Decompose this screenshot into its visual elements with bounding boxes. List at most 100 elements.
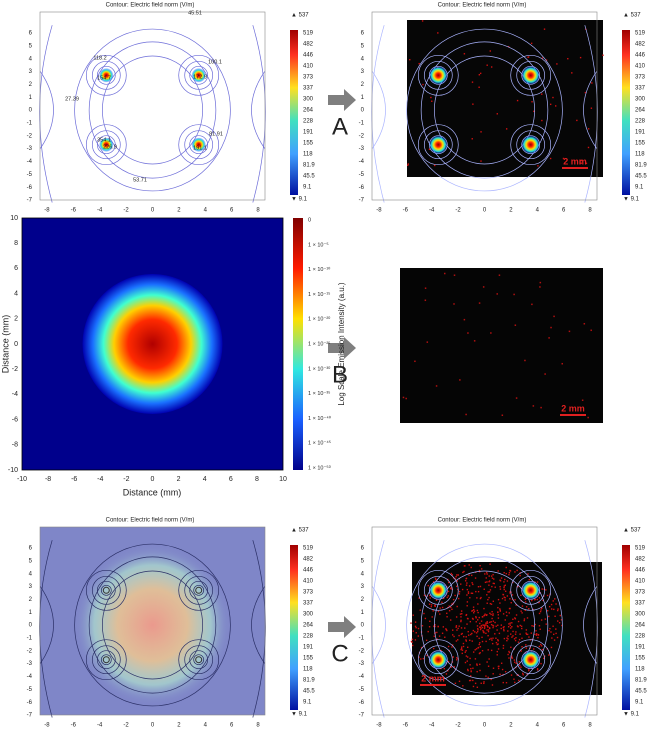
contour — [189, 135, 209, 155]
contour — [193, 584, 205, 596]
speckle — [513, 293, 515, 296]
y-tick-label: -4 — [359, 674, 365, 680]
speckle — [534, 633, 536, 636]
speckle — [488, 580, 491, 582]
speckle — [483, 631, 485, 633]
speckle — [454, 578, 457, 580]
speckle — [580, 162, 582, 164]
x-tick-label: 2 — [177, 723, 181, 729]
speckle — [479, 622, 481, 625]
speckle — [464, 651, 466, 653]
speckle — [491, 639, 493, 641]
contour — [516, 130, 546, 160]
speckle — [513, 659, 516, 661]
field-source — [99, 137, 114, 152]
colorbar-label: 228 — [303, 634, 314, 640]
y-tick-label: -1 — [359, 636, 365, 642]
speckle — [497, 606, 499, 609]
speckle — [489, 50, 492, 52]
y-tick-label: 5 — [29, 43, 33, 49]
speckle — [486, 573, 488, 575]
contour-lines — [39, 540, 266, 718]
speckle — [410, 640, 413, 643]
speckle — [467, 634, 470, 636]
y-tick-label: -5 — [27, 687, 33, 693]
speckle — [535, 630, 537, 632]
speckle — [538, 601, 540, 604]
speckle — [491, 577, 494, 579]
speckle — [561, 362, 564, 365]
speckle — [424, 299, 427, 302]
speckle — [524, 601, 527, 603]
speckle — [472, 618, 474, 620]
speckle — [465, 649, 467, 652]
speckle — [538, 612, 541, 615]
speckle — [507, 635, 509, 637]
speckle — [417, 627, 420, 630]
speckle — [471, 640, 473, 642]
plot-frame — [39, 11, 266, 201]
speckle — [567, 57, 569, 60]
contour — [510, 124, 552, 166]
contour-label: 154.7 — [97, 75, 111, 81]
speckle — [556, 609, 559, 612]
contour — [417, 124, 459, 166]
speckle — [455, 585, 458, 588]
speckle — [521, 612, 523, 614]
speckle — [576, 119, 578, 122]
contour — [85, 54, 127, 96]
speckle — [465, 639, 467, 641]
panel-title: Contour: Electric field norm (V/m) — [106, 518, 195, 524]
x-tick-label: -4 — [97, 208, 103, 214]
speckle — [484, 626, 486, 628]
speckle — [445, 628, 447, 630]
x-tick-label: 0 — [483, 723, 487, 729]
speckle — [520, 666, 522, 668]
speckle — [520, 610, 522, 612]
speckle — [523, 619, 525, 622]
speckle — [474, 577, 477, 579]
speckle — [461, 632, 463, 635]
speckle — [541, 607, 543, 609]
speckle — [478, 637, 480, 640]
colorbar-label: 191 — [303, 645, 314, 651]
speckle — [497, 617, 500, 619]
speckle — [514, 639, 517, 642]
speckle — [466, 588, 469, 591]
speckle — [429, 597, 431, 599]
speckle — [466, 582, 468, 584]
speckle — [508, 623, 510, 625]
speckle — [446, 629, 448, 632]
speckle — [489, 602, 492, 605]
speckle — [467, 591, 470, 593]
speckle — [526, 633, 529, 636]
x-tick-label: 0 — [483, 208, 487, 214]
speckle — [527, 56, 530, 58]
y-tick-label: -6 — [12, 416, 18, 423]
panel-letter: B — [332, 361, 348, 388]
speckle — [509, 607, 511, 610]
speckle — [515, 631, 517, 633]
speckle — [451, 629, 454, 631]
speckle — [412, 630, 414, 632]
speckle — [514, 324, 517, 326]
speckle — [539, 591, 541, 594]
speckle — [585, 162, 588, 165]
speckle — [471, 81, 474, 83]
x-tick-label: -4 — [97, 723, 103, 729]
speckle — [460, 620, 462, 623]
speckle — [525, 632, 527, 634]
speckle — [489, 612, 491, 615]
contour — [584, 25, 598, 203]
speckle — [460, 627, 463, 629]
speckle — [491, 610, 493, 613]
speckle — [472, 608, 475, 611]
speckle — [479, 652, 481, 654]
speckle — [497, 611, 499, 613]
speckle — [462, 571, 464, 574]
speckle — [492, 673, 494, 675]
x-tick-label: 4 — [536, 208, 540, 214]
speckle — [434, 577, 437, 579]
speckle — [490, 678, 492, 681]
speckle — [467, 332, 469, 334]
